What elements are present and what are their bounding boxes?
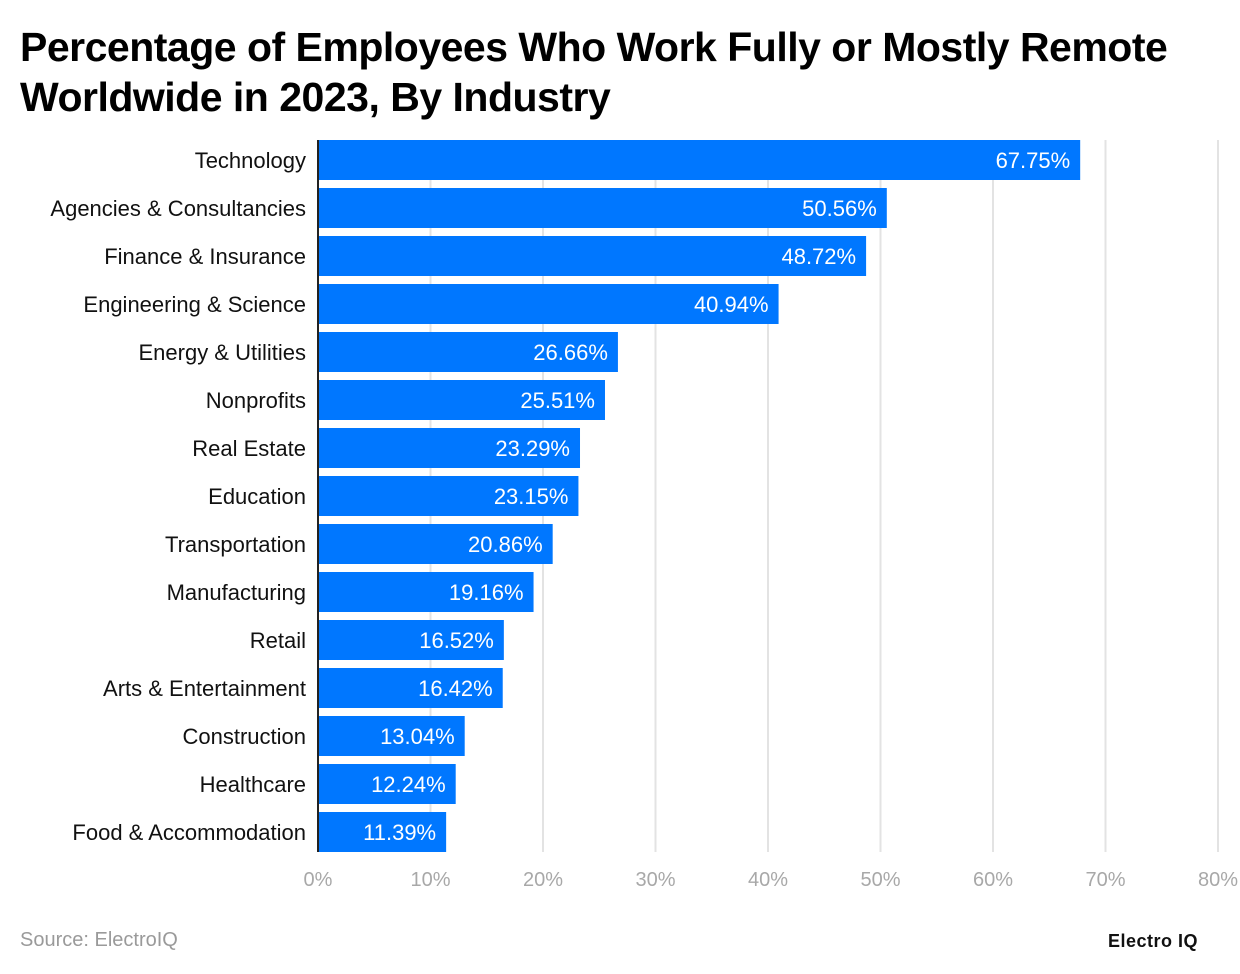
x-tick-label: 60% <box>973 869 1013 891</box>
data-label: 11.39% <box>363 820 436 845</box>
category-label: Nonprofits <box>206 388 306 413</box>
data-label: 50.56% <box>802 196 877 221</box>
category-label: Transportation <box>165 532 306 557</box>
bar <box>318 188 887 228</box>
bar <box>318 140 1081 180</box>
data-label: 23.15% <box>494 484 569 509</box>
data-label: 40.94% <box>694 292 769 317</box>
x-tick-label: 50% <box>860 869 900 891</box>
bar <box>318 524 553 564</box>
bar <box>318 284 779 324</box>
x-tick-label: 10% <box>410 869 450 891</box>
x-tick-label: 70% <box>1085 869 1125 891</box>
category-label: Education <box>208 484 306 509</box>
category-label: Construction <box>182 724 306 749</box>
bar <box>318 764 456 804</box>
bar <box>318 236 867 276</box>
bar <box>318 428 581 468</box>
bar <box>318 716 465 756</box>
data-label: 67.75% <box>996 148 1071 173</box>
x-tick-label: 20% <box>523 869 563 891</box>
x-tick-label: 30% <box>635 869 675 891</box>
data-label: 19.16% <box>449 580 524 605</box>
x-tick-label: 80% <box>1198 869 1238 891</box>
data-label: 23.29% <box>495 436 570 461</box>
data-label: 16.52% <box>419 628 494 653</box>
data-label: 16.42% <box>418 676 493 701</box>
category-label: Healthcare <box>200 772 306 797</box>
data-label: 25.51% <box>520 388 595 413</box>
category-label: Arts & Entertainment <box>103 676 306 701</box>
category-label: Finance & Insurance <box>104 244 306 269</box>
category-label: Energy & Utilities <box>138 340 306 365</box>
data-label: 20.86% <box>468 532 543 557</box>
bar <box>318 620 504 660</box>
bar <box>318 668 503 708</box>
data-label: 13.04% <box>380 724 455 749</box>
bar <box>318 332 618 372</box>
category-label: Real Estate <box>192 436 306 461</box>
category-label: Agencies & Consultancies <box>50 196 306 221</box>
category-label: Manufacturing <box>167 580 306 605</box>
bar <box>318 380 605 420</box>
category-label: Technology <box>195 148 306 173</box>
source-note: Source: ElectroIQ <box>20 929 178 951</box>
data-label: 48.72% <box>781 244 856 269</box>
electroiq-logo: Electro IQ <box>1108 931 1199 951</box>
x-tick-label: 0% <box>304 869 333 891</box>
category-label: Food & Accommodation <box>72 820 306 845</box>
bar <box>318 572 534 612</box>
data-label: 26.66% <box>533 340 608 365</box>
x-tick-label: 40% <box>748 869 788 891</box>
category-label: Engineering & Science <box>83 292 306 317</box>
bar <box>318 476 579 516</box>
bar <box>318 812 447 852</box>
data-label: 12.24% <box>371 772 446 797</box>
category-label: Retail <box>250 628 306 653</box>
chart-title: Percentage of Employees Who Work Fully o… <box>20 24 1168 120</box>
